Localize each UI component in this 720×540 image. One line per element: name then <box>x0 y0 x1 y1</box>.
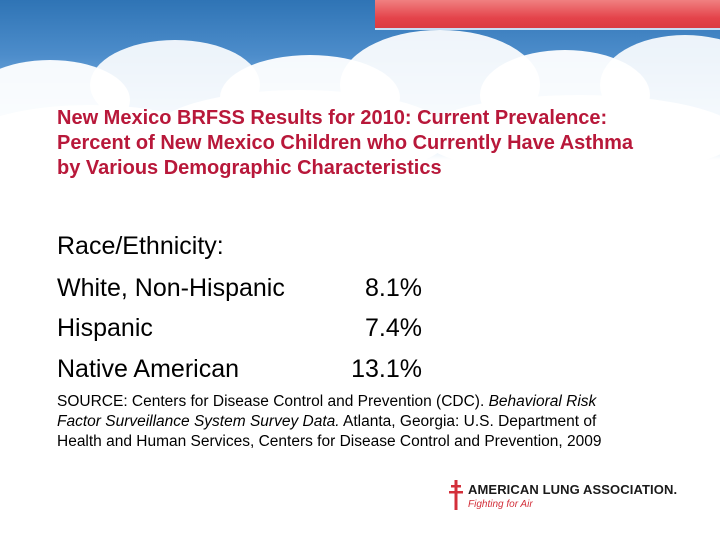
source-prefix: SOURCE: Centers for Disease Control and … <box>57 393 485 410</box>
data-row-white: White, Non-Hispanic 8.1% <box>57 274 437 308</box>
lorraine-cross-icon <box>449 480 463 510</box>
row-value: 13.1% <box>351 355 422 383</box>
header-accent-bar <box>375 0 720 30</box>
row-label: Hispanic <box>57 314 153 342</box>
row-label: Native American <box>57 355 240 383</box>
row-label: White, Non-Hispanic <box>57 274 285 302</box>
row-value: 8.1% <box>365 274 422 302</box>
data-row-hispanic: Hispanic 7.4% <box>57 314 437 348</box>
american-lung-association-logo: AMERICAN LUNG ASSOCIATION. Fighting for … <box>448 480 693 514</box>
logo-tagline: Fighting for Air <box>468 499 533 510</box>
data-row-native-american: Native American 13.1% <box>57 355 437 389</box>
source-title: Behavioral Risk Factor Surveillance Syst… <box>57 393 597 430</box>
row-value: 7.4% <box>365 314 422 342</box>
source-citation: SOURCE: Centers for Disease Control and … <box>57 392 617 452</box>
source-suffix: Atlanta, Georgia: U.S. Department of Hea… <box>57 413 602 450</box>
slide-title: New Mexico BRFSS Results for 2010: Curre… <box>57 107 634 179</box>
logo-name: AMERICAN LUNG ASSOCIATION. <box>468 482 678 497</box>
section-heading: Race/Ethnicity: <box>57 232 224 260</box>
